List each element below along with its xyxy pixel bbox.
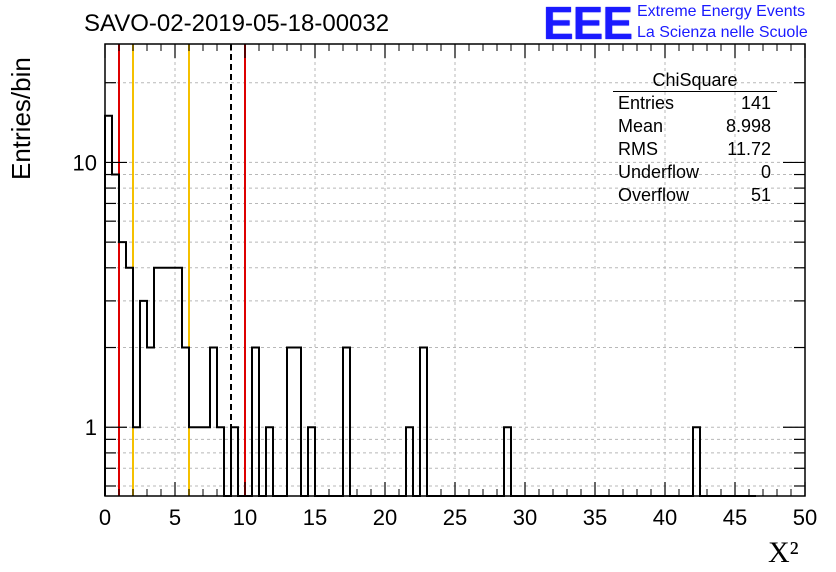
stats-box: ChiSquare Entries 141 Mean 8.998 RMS 11.… bbox=[611, 69, 777, 207]
y-tick-label: 10 bbox=[73, 150, 97, 175]
stats-label: Mean bbox=[618, 116, 664, 136]
x-tick-label: 30 bbox=[513, 505, 537, 530]
x-tick-label: 45 bbox=[723, 505, 747, 530]
stats-row-overflow: Overflow 51 bbox=[611, 184, 777, 207]
stats-title: ChiSquare bbox=[613, 69, 777, 92]
chart-title: SAVO-02-2019-05-18-00032 bbox=[84, 10, 390, 37]
stats-row-mean: Mean 8.998 bbox=[611, 115, 777, 138]
x-tick-label: 25 bbox=[443, 505, 467, 530]
stats-value: 51 bbox=[750, 185, 771, 205]
stats-value: 11.72 bbox=[727, 139, 771, 159]
stats-row-rms: RMS 11.72 bbox=[611, 138, 777, 161]
x-tick-label: 10 bbox=[233, 505, 257, 530]
axis-ticks bbox=[104, 44, 806, 496]
x-tick-label: 40 bbox=[653, 505, 677, 530]
stats-value: 141 bbox=[740, 93, 771, 113]
y-axis-label: Entries/bin bbox=[6, 57, 36, 180]
stats-label: Underflow bbox=[618, 162, 700, 182]
x-tick-label: 20 bbox=[373, 505, 397, 530]
stats-value: 8.998 bbox=[725, 116, 771, 136]
y-tick-label: 1 bbox=[85, 415, 97, 440]
stats-value: 0 bbox=[760, 162, 771, 182]
x-tick-label: 0 bbox=[99, 505, 111, 530]
x-tick-label: 15 bbox=[303, 505, 327, 530]
logo-text-line2: La Scienza nelle Scuole bbox=[637, 24, 808, 41]
x-tick-label: 35 bbox=[583, 505, 607, 530]
grid bbox=[105, 44, 805, 496]
stats-label: Entries bbox=[618, 93, 675, 113]
eee-logo: EEE bbox=[543, 0, 633, 49]
stats-row-entries: Entries 141 bbox=[611, 92, 777, 115]
x-tick-label: 5 bbox=[169, 505, 181, 530]
x-tick-label: 50 bbox=[793, 505, 817, 530]
stats-label: RMS bbox=[618, 139, 658, 159]
x-axis-label: X² bbox=[768, 536, 799, 569]
stats-row-underflow: Underflow 0 bbox=[611, 161, 777, 184]
logo-text-line1: Extreme Energy Events bbox=[637, 3, 806, 20]
stats-label: Overflow bbox=[618, 185, 690, 205]
